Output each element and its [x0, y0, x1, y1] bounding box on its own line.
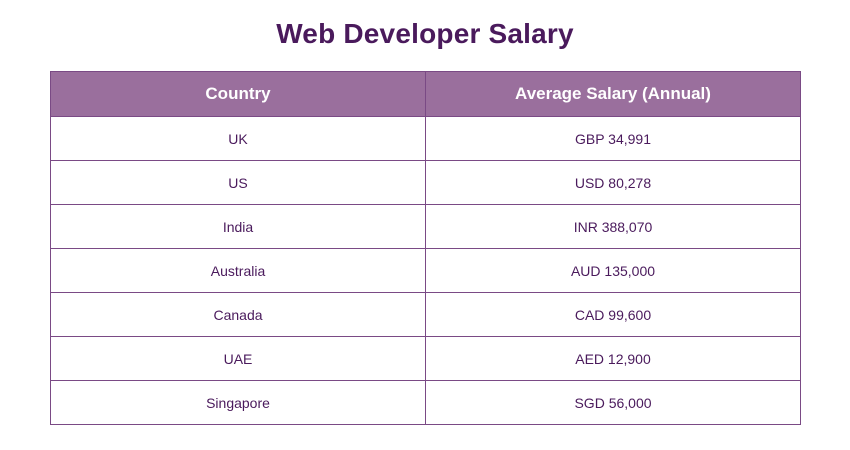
column-header-average-salary: Average Salary (Annual) [425, 71, 801, 117]
country-cell: India [50, 204, 426, 249]
country-cell: Singapore [50, 380, 426, 425]
salary-cell: USD 80,278 [425, 160, 801, 205]
table-row: Australia AUD 135,000 [50, 248, 801, 293]
country-cell: UK [50, 116, 426, 161]
salary-cell: AUD 135,000 [425, 248, 801, 293]
salary-cell: INR 388,070 [425, 204, 801, 249]
country-cell: Canada [50, 292, 426, 337]
page-title: Web Developer Salary [276, 18, 574, 49]
table-row: India INR 388,070 [50, 204, 801, 249]
table-row: Singapore SGD 56,000 [50, 380, 801, 425]
table-row: UK GBP 34,991 [50, 116, 801, 161]
table-row: Canada CAD 99,600 [50, 292, 801, 337]
salary-cell: AED 12,900 [425, 336, 801, 381]
country-cell: Australia [50, 248, 426, 293]
column-header-country: Country [50, 71, 426, 117]
salary-cell: GBP 34,991 [425, 116, 801, 161]
table-row: UAE AED 12,900 [50, 336, 801, 381]
table-row: US USD 80,278 [50, 160, 801, 205]
table-header-row: Country Average Salary (Annual) [50, 71, 801, 117]
country-cell: UAE [50, 336, 426, 381]
salary-table: Country Average Salary (Annual) UK GBP 3… [50, 71, 801, 425]
salary-cell: CAD 99,600 [425, 292, 801, 337]
country-cell: US [50, 160, 426, 205]
salary-cell: SGD 56,000 [425, 380, 801, 425]
